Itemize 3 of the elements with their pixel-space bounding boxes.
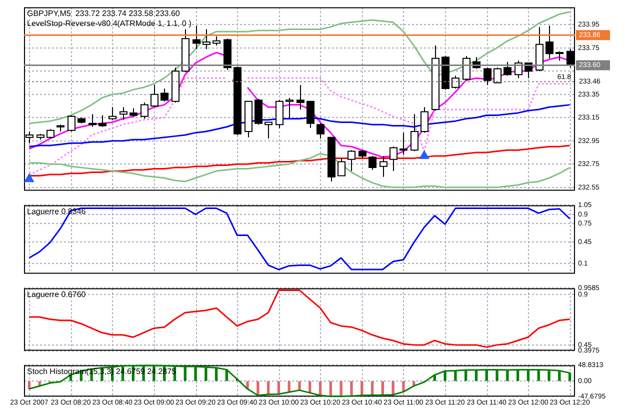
chart-title: Laguerre 0.6760 <box>27 290 86 300</box>
text: LevelStop-Reverse-v80.4(ATRMode 1, 1.1, 0 ) <box>27 19 192 28</box>
chart-title: GBPJPY,M5 233.72 233.74 233.58 233.60 <box>27 9 180 18</box>
